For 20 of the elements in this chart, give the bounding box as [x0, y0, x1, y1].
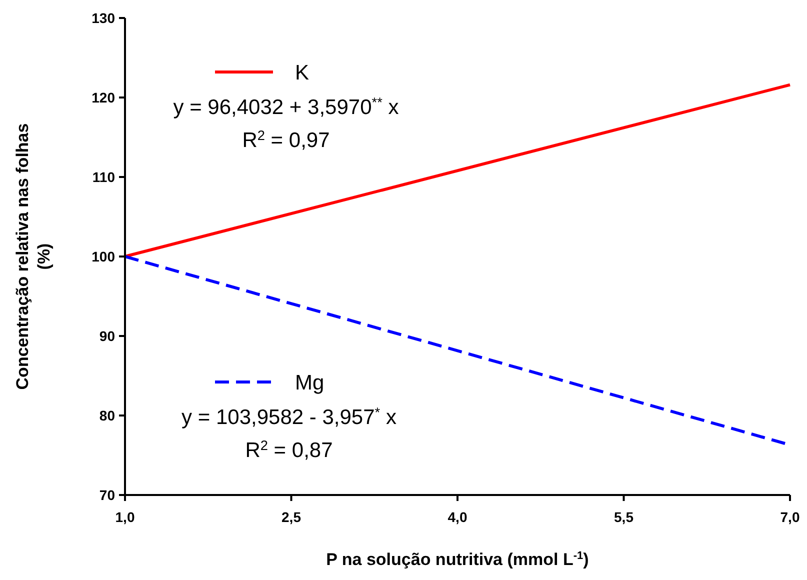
annotation: y = 103,9582 - 3,957$^{*}$ x [182, 404, 397, 429]
x-tick-label: 7,0 [780, 509, 800, 525]
y-tick-label: 130 [92, 10, 116, 26]
legend-label: Mg [295, 371, 324, 394]
x-tick-label: 2,5 [282, 509, 302, 525]
x-tick-label: 1,0 [115, 509, 135, 525]
x-axis-title: P na solução nutritiva (mmol L$^{-1}$) [326, 550, 589, 569]
y-tick-label: 90 [99, 328, 116, 344]
x-tick-label: 4,0 [448, 509, 468, 525]
annotation: R$^{2}$ = 0,87 [245, 438, 333, 462]
y-tick-label: 110 [92, 168, 116, 185]
y-axis-title: Concentração relativa nas folhas (%) [13, 123, 54, 390]
y-tick-label: 100 [92, 248, 116, 264]
y-tick-label: 120 [92, 89, 116, 106]
y-tick-label: 70 [99, 486, 116, 503]
y-tick-label: 80 [99, 407, 116, 424]
annotation: R$^{2}$ = 0,97 [242, 128, 330, 152]
legend-label: K [295, 61, 310, 84]
x-tick-label: 5,5 [614, 509, 634, 525]
annotation: y = 96,4032 + 3,5970$^{**}$ x [173, 94, 400, 119]
